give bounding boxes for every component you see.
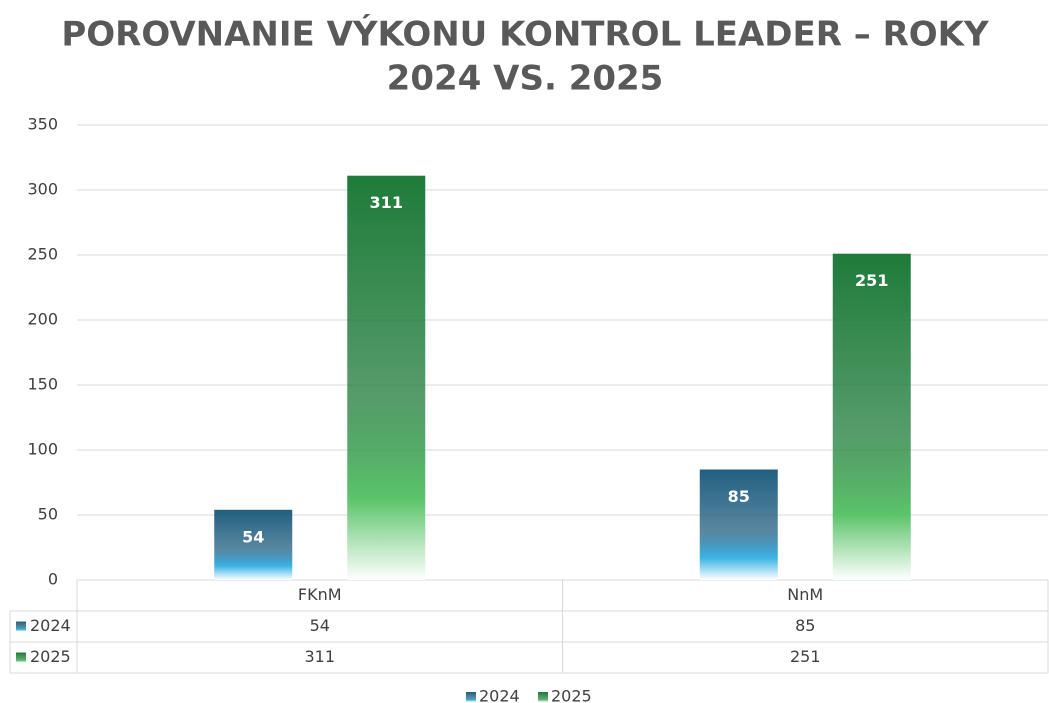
chart-title: 2024 VS. 2025 <box>387 59 664 99</box>
legend-label: 2025 <box>551 687 592 703</box>
table-value: 311 <box>304 647 335 666</box>
data-label: 311 <box>370 193 403 212</box>
y-tick-label: 150 <box>27 375 58 394</box>
table-series-name: 2024 <box>30 616 71 635</box>
table-value: 85 <box>795 616 815 635</box>
y-tick-label: 200 <box>27 310 58 329</box>
chart-title: POROVNANIE VÝKONU KONTROL LEADER – ROKY <box>61 14 989 55</box>
y-tick-label: 300 <box>27 180 58 199</box>
bar <box>214 509 293 580</box>
legend-key <box>16 621 26 632</box>
y-tick-label: 100 <box>27 440 58 459</box>
x-tick-label: FKnM <box>298 585 342 604</box>
legend-key <box>466 692 476 702</box>
bar <box>699 469 778 580</box>
data-label: 251 <box>855 271 888 290</box>
data-label: 54 <box>242 527 264 546</box>
y-tick-label: 350 <box>27 115 58 134</box>
x-tick-label: NnM <box>787 585 823 604</box>
y-tick-label: 0 <box>48 570 58 589</box>
legend-key <box>16 652 26 663</box>
bar <box>347 175 426 580</box>
legend-label: 2024 <box>479 687 520 703</box>
y-tick-label: 50 <box>38 505 58 524</box>
y-tick-label: 250 <box>27 245 58 264</box>
data-label: 85 <box>728 487 750 506</box>
legend-key <box>538 692 548 702</box>
table-value: 54 <box>310 616 330 635</box>
table-value: 251 <box>790 647 821 666</box>
bar <box>832 253 911 580</box>
table-series-name: 2025 <box>30 647 71 666</box>
